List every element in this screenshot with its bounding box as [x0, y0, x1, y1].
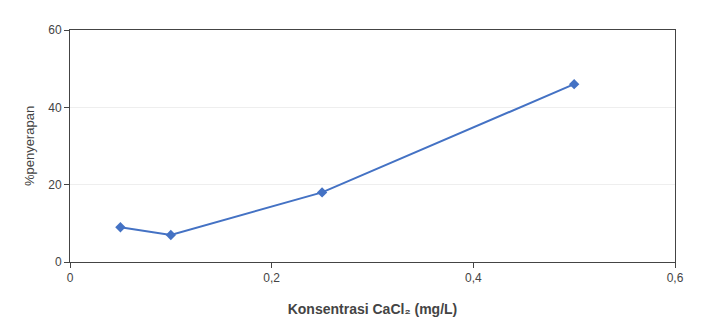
svg-text:Konsentrasi CaCl₂ (mg/L): Konsentrasi CaCl₂ (mg/L) [288, 301, 458, 317]
svg-text:0: 0 [67, 271, 74, 285]
svg-text:%penyerapan: %penyerapan [22, 106, 37, 186]
svg-text:20: 20 [48, 178, 62, 192]
svg-text:60: 60 [48, 23, 62, 37]
svg-text:0,6: 0,6 [667, 271, 684, 285]
svg-text:40: 40 [48, 101, 62, 115]
svg-text:0: 0 [55, 255, 62, 269]
svg-text:0,2: 0,2 [263, 271, 280, 285]
svg-text:0,4: 0,4 [465, 271, 482, 285]
